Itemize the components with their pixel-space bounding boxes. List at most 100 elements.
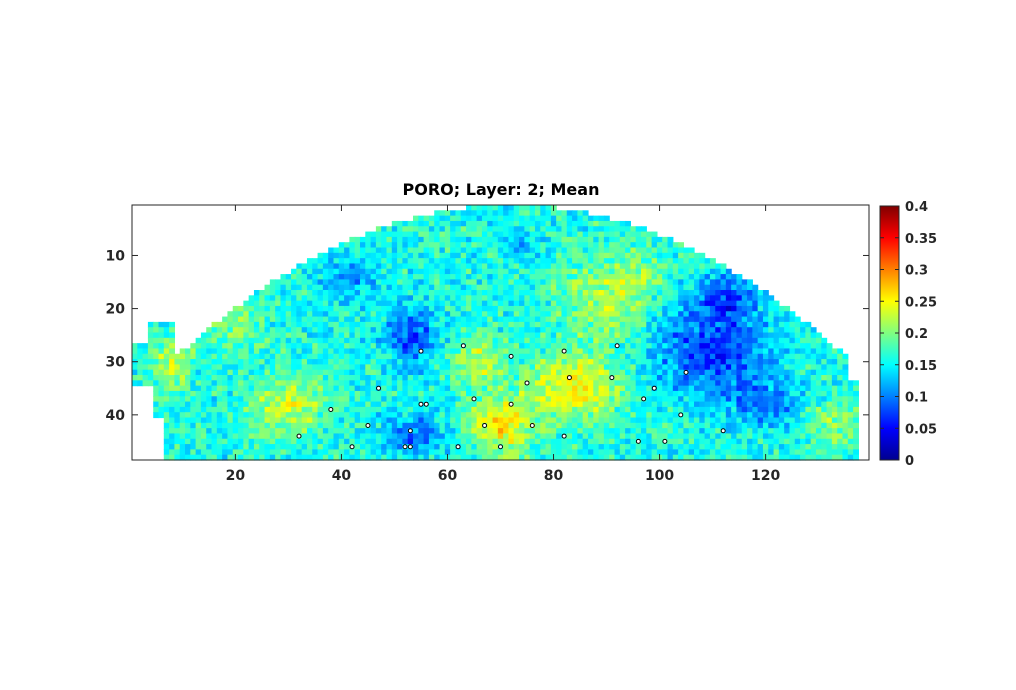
heatmap-cell: [699, 380, 706, 387]
heatmap-cell: [418, 433, 425, 440]
heatmap-cell: [619, 444, 626, 450]
heatmap-cell: [508, 268, 515, 275]
heatmap-cell: [328, 396, 335, 403]
heatmap-cell: [577, 321, 584, 328]
heatmap-cell: [577, 305, 584, 312]
heatmap-cell: [375, 327, 382, 334]
heatmap-cell: [667, 364, 674, 371]
heatmap-cell: [428, 284, 435, 291]
heatmap-cell: [301, 327, 308, 334]
heatmap-cell: [365, 274, 372, 280]
heatmap-cell: [662, 406, 669, 413]
heatmap-cell: [476, 321, 483, 328]
heatmap-cell: [741, 375, 748, 381]
heatmap-cell: [519, 295, 525, 302]
heatmap-cell: [434, 359, 441, 365]
heatmap-cell: [667, 444, 674, 450]
heatmap-cell: [338, 327, 345, 334]
heatmap-cell: [354, 353, 361, 360]
heatmap-cell: [556, 444, 563, 450]
heatmap-cell: [179, 401, 186, 408]
heatmap-cell: [291, 406, 297, 413]
heatmap-cell: [556, 242, 563, 249]
heatmap-cell: [519, 343, 525, 350]
heatmap-cell: [317, 417, 324, 424]
heatmap-cell: [789, 364, 796, 371]
heatmap-cell: [428, 406, 435, 413]
heatmap-cell: [365, 305, 372, 312]
heatmap-cell: [747, 327, 753, 334]
heatmap-cell: [651, 348, 658, 355]
heatmap-cell: [338, 417, 345, 424]
heatmap-cell: [725, 438, 732, 445]
heatmap-cell: [762, 364, 769, 371]
heatmap-cell: [354, 242, 361, 249]
heatmap-cell: [598, 353, 605, 360]
heatmap-cell: [497, 390, 504, 397]
heatmap-cell: [503, 279, 510, 286]
heatmap-cell: [826, 449, 833, 456]
heatmap-cell: [572, 220, 578, 227]
heatmap-cell: [306, 444, 313, 450]
heatmap-cell: [492, 300, 499, 307]
heatmap-cell: [280, 417, 287, 424]
heatmap-cell: [731, 390, 738, 397]
heatmap-cell: [678, 433, 685, 440]
heatmap-cell: [497, 449, 504, 456]
heatmap-cell: [222, 353, 229, 360]
heatmap-cell: [174, 444, 181, 450]
heatmap-cell: [200, 348, 207, 355]
heatmap-cell: [683, 390, 690, 397]
heatmap-cell: [471, 337, 478, 344]
heatmap-cell: [397, 226, 404, 233]
heatmap-cell: [232, 401, 239, 408]
heatmap-cell: [731, 412, 738, 419]
heatmap-cell: [428, 396, 435, 403]
heatmap-cell: [455, 369, 462, 376]
heatmap-cell: [635, 417, 642, 424]
heatmap-cell: [428, 258, 435, 265]
heatmap-cell: [238, 401, 244, 408]
heatmap-cell: [481, 385, 488, 392]
heatmap-cell: [344, 449, 350, 456]
heatmap-cell: [344, 417, 350, 424]
heatmap-cell: [524, 247, 531, 254]
heatmap-cell: [370, 343, 377, 350]
heatmap-cell: [561, 274, 568, 280]
heatmap-cell: [646, 284, 653, 291]
heatmap-cell: [678, 348, 685, 355]
heatmap-cell: [587, 433, 594, 440]
heatmap-cell: [646, 290, 653, 296]
heatmap-cell: [519, 311, 525, 318]
heatmap-cell: [593, 215, 600, 222]
heatmap-cell: [444, 449, 451, 456]
heatmap-cell: [243, 417, 250, 424]
heatmap-cell: [163, 380, 170, 387]
heatmap-cell: [402, 449, 409, 456]
heatmap-cell: [439, 369, 446, 376]
heatmap-cell: [391, 353, 398, 360]
heatmap-cell: [508, 252, 515, 259]
heatmap-cell: [418, 375, 425, 381]
heatmap-cell: [646, 337, 653, 344]
heatmap-cell: [296, 316, 303, 323]
heatmap-cell: [837, 412, 844, 419]
heatmap-cell: [354, 406, 361, 413]
heatmap-cell: [333, 412, 340, 419]
heatmap-cell: [805, 412, 812, 419]
heatmap-cell: [328, 300, 335, 307]
heatmap-cell: [688, 433, 695, 440]
heatmap-cell: [492, 380, 499, 387]
heatmap-cell: [418, 380, 425, 387]
heatmap-cell: [625, 454, 631, 461]
heatmap-cell: [460, 268, 467, 275]
heatmap-cell: [211, 321, 218, 328]
heatmap-cell: [195, 406, 202, 413]
heatmap-cell: [694, 305, 700, 312]
heatmap-cell: [593, 284, 600, 291]
heatmap-cell: [683, 321, 690, 328]
heatmap-cell: [508, 433, 515, 440]
heatmap-cell: [460, 210, 467, 217]
heatmap-cell: [534, 412, 541, 419]
heatmap-cell: [598, 359, 605, 365]
